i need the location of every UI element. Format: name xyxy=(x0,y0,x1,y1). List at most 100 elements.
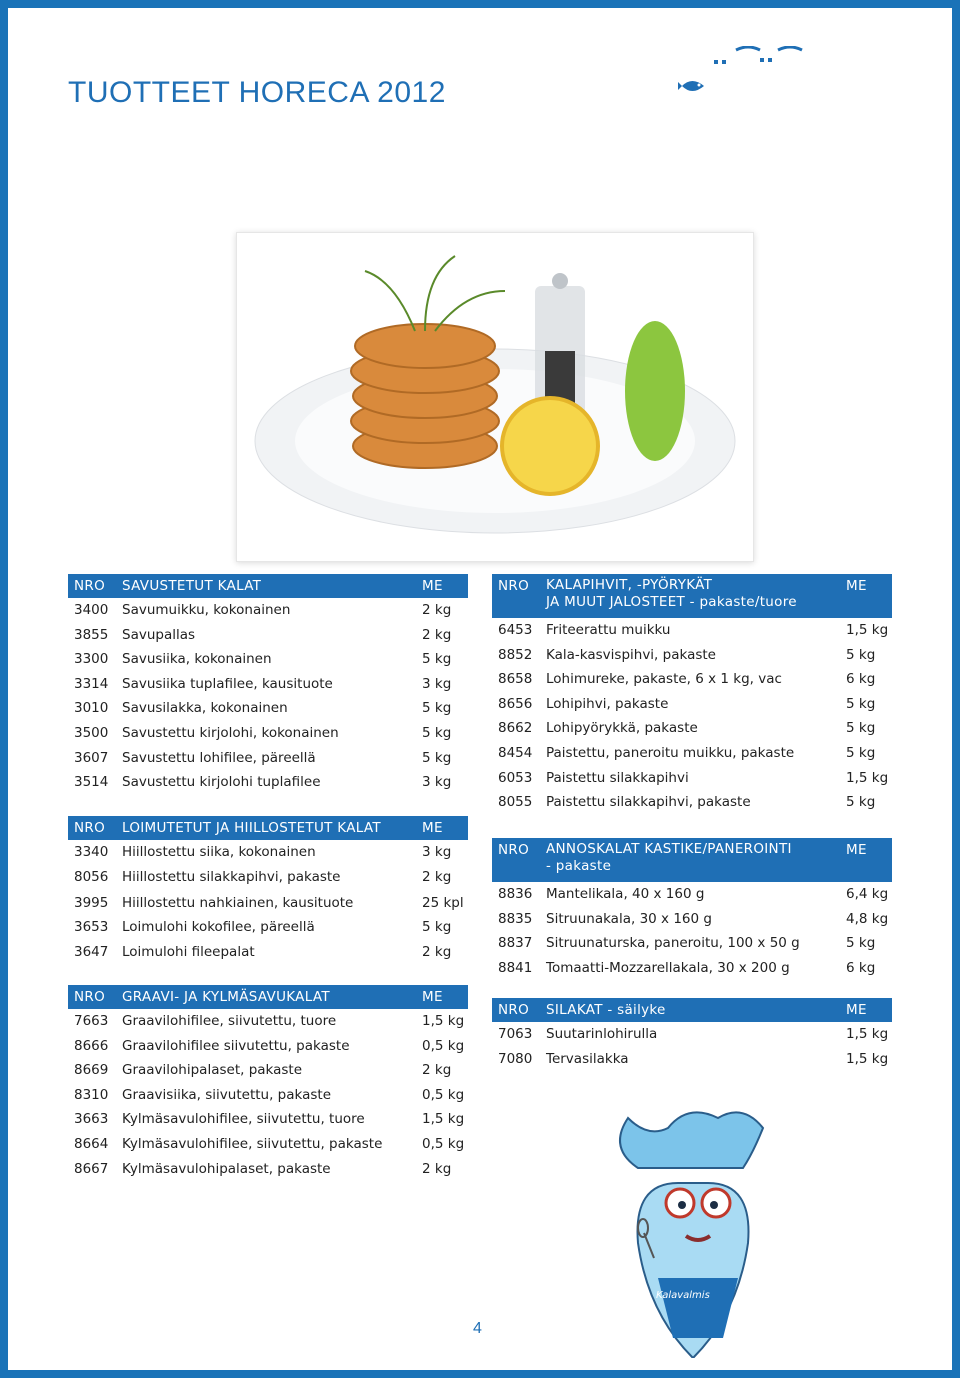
cell-me: 0,5 kg xyxy=(422,1086,465,1103)
header-category: SILAKAT - säilyke xyxy=(546,1002,666,1018)
cell-me: 0,5 kg xyxy=(422,1037,465,1054)
table-row: 3340 Hiillostettu siika, kokonainen 3 kg xyxy=(68,840,468,865)
cell-name: Savustettu kirjolohi, kokonainen xyxy=(122,724,339,741)
cell-nro: 7063 xyxy=(498,1026,533,1042)
fish-mascot-illustration xyxy=(619,1111,765,1358)
header-nro: NRO xyxy=(74,989,106,1005)
table-row: 8658 Lohimureke, pakaste, 6 x 1 kg, vac 6 … xyxy=(492,667,892,692)
cell-me: 25 kpl xyxy=(422,895,464,912)
cell-me: 5 kg xyxy=(846,794,876,811)
header-category: SAVUSTETUT KALAT xyxy=(122,578,262,594)
cell-me: 2 kg xyxy=(422,868,452,885)
table-row: 3653 Loimulohi kokofilee, päreellä 5 kg xyxy=(68,915,468,940)
cell-nro: 3607 xyxy=(74,749,109,766)
cell-name: Hiillostettu siika, kokonainen xyxy=(122,844,316,860)
cell-me: 2 kg xyxy=(422,626,452,643)
cell-me: 5 kg xyxy=(422,651,452,668)
cell-name: Paistettu silakkapihvi, pakaste xyxy=(546,794,751,811)
header-category-line2: JA MUUT JALOSTEET - pakaste/tuore xyxy=(546,594,797,610)
table-row: 3647 Loimulohi fileepalat 2 kg xyxy=(68,940,468,965)
header-me: ME xyxy=(846,1002,867,1018)
cell-name: Graavilohifilee siivutettu, pakaste xyxy=(122,1037,350,1054)
cell-nro: 8310 xyxy=(74,1086,109,1103)
cell-name: Lohipyörykkä, pakaste xyxy=(546,720,698,737)
cell-nro: 3010 xyxy=(74,700,109,717)
cell-me: 2 kg xyxy=(422,602,452,618)
cell-nro: 6053 xyxy=(498,769,533,786)
cell-nro: 8841 xyxy=(498,959,533,976)
table-row: 3300 Savusiika, kokonainen 5 kg xyxy=(68,647,468,672)
cell-me: 5 kg xyxy=(846,720,876,737)
cell-me: 5 kg xyxy=(422,724,452,741)
table-row: 3514 Savustettu kirjolohi tuplafilee 3 kg xyxy=(68,770,468,795)
table-row: 3500 Savustettu kirjolohi, kokonainen 5 kg xyxy=(68,721,468,746)
table-header: NRO KALAPIHVIT, -PYÖRYKÄT JA MUUT JALOST… xyxy=(492,574,892,618)
table-row: 3663 Kylmäsavulohifilee, siivutettu, tuor… xyxy=(68,1107,468,1132)
header-category-line2: - pakaste xyxy=(546,858,612,874)
cell-nro: 8669 xyxy=(74,1062,109,1079)
table-row: 8666 Graavilohifilee siivutettu, pakaste 0… xyxy=(68,1034,468,1059)
cell-name: Loimulohi fileepalat xyxy=(122,943,255,960)
cell-name: Savusiika, kokonainen xyxy=(122,651,272,668)
header-category: ANNOSKALAT KASTIKE/PANEROINTI - pakaste xyxy=(546,841,792,875)
table-row: 8656 Lohipihvi, pakaste 5 kg xyxy=(492,692,892,717)
food-photo-frame xyxy=(236,232,754,562)
cell-name: Lohimureke, pakaste, 6 x 1 kg, vac xyxy=(546,671,782,688)
cell-name: Suutarinlohirulla xyxy=(546,1026,658,1042)
table-row: 8310 Graavisiika, siivutettu, pakaste 0,5 … xyxy=(68,1083,468,1108)
header-category: KALAPIHVIT, -PYÖRYKÄT JA MUUT JALOSTEET … xyxy=(546,577,797,611)
header-me: ME xyxy=(846,578,867,594)
table-kalapihvit: NRO KALAPIHVIT, -PYÖRYKÄT JA MUUT JALOST… xyxy=(492,574,892,815)
cell-nro: 8667 xyxy=(74,1160,109,1177)
cell-nro: 6453 xyxy=(498,622,533,638)
cell-name: Paistettu silakkapihvi xyxy=(546,769,689,786)
header-me: ME xyxy=(422,820,443,836)
cell-me: 6 kg xyxy=(846,671,876,688)
cell-me: 5 kg xyxy=(422,700,452,717)
header-me: ME xyxy=(422,989,443,1005)
cell-me: 5 kg xyxy=(846,935,876,952)
header-me: ME xyxy=(422,578,443,594)
cell-me: 2 kg xyxy=(422,1062,452,1079)
cell-name: Graavisiika, siivutettu, pakaste xyxy=(122,1086,331,1103)
cell-nro: 3514 xyxy=(74,774,109,791)
cell-me: 2 kg xyxy=(422,1160,452,1177)
cell-nro: 3647 xyxy=(74,943,109,960)
cell-me: 5 kg xyxy=(846,744,876,761)
header-nro: NRO xyxy=(498,578,530,594)
cell-name: Graavilohifilee, siivutettu, tuore xyxy=(122,1013,337,1029)
cell-nro: 3855 xyxy=(74,626,109,643)
cell-name: Kala-kasvispihvi, pakaste xyxy=(546,646,716,663)
cell-me: 3 kg xyxy=(422,675,452,692)
table-row: 3607 Savustettu lohifilee, päreellä 5 kg xyxy=(68,746,468,771)
cell-me: 3 kg xyxy=(422,774,452,791)
header-category-line1: KALAPIHVIT, -PYÖRYKÄT xyxy=(546,577,713,593)
page-number: 4 xyxy=(473,1320,482,1337)
cell-nro: 8056 xyxy=(74,868,109,885)
header-category: LOIMUTETUT JA HIILLOSTETUT KALAT xyxy=(122,820,381,836)
table-row: 8454 Paistettu, paneroitu muikku, pakaste… xyxy=(492,741,892,766)
cell-me: 6 kg xyxy=(846,959,876,976)
cell-nro: 3500 xyxy=(74,724,109,741)
table-loimutetut-kalat: NRO LOIMUTETUT JA HIILLOSTETUT KALAT ME … xyxy=(68,816,468,964)
header-nro: NRO xyxy=(498,1002,530,1018)
cell-name: Loimulohi kokofilee, päreellä xyxy=(122,919,315,936)
cell-nro: 7663 xyxy=(74,1013,109,1029)
table-row: 8669 Graavilohipalaset, pakaste 2 kg xyxy=(68,1058,468,1083)
table-row: 6053 Paistettu silakkapihvi 1,5 kg xyxy=(492,766,892,791)
cell-me: 5 kg xyxy=(422,749,452,766)
table-header: NRO GRAAVI- JA KYLMÄSAVUKALAT ME xyxy=(68,985,468,1009)
cell-name: Tomaatti-Mozzarellakala, 30 x 200 g xyxy=(546,959,790,976)
table-row: 8837 Sitruunaturska, paneroitu, 100 x 50 … xyxy=(492,931,892,956)
table-annoskalat: NRO ANNOSKALAT KASTIKE/PANEROINTI - paka… xyxy=(492,838,892,980)
header-nro: NRO xyxy=(74,578,106,594)
cell-name: Paistettu, paneroitu muikku, pakaste xyxy=(546,744,795,761)
hatala-logo xyxy=(678,46,803,91)
table-row: 8852 Kala-kasvispihvi, pakaste 5 kg xyxy=(492,643,892,668)
cell-nro: 8662 xyxy=(498,720,533,737)
cell-name: Graavilohipalaset, pakaste xyxy=(122,1062,303,1079)
table-row: 3855 Savupallas 2 kg xyxy=(68,623,468,648)
cell-me: 1,5 kg xyxy=(422,1013,465,1029)
cell-nro: 8837 xyxy=(498,935,533,952)
table-row: 3400 Savumuikku, kokonainen 2 kg xyxy=(68,598,468,623)
